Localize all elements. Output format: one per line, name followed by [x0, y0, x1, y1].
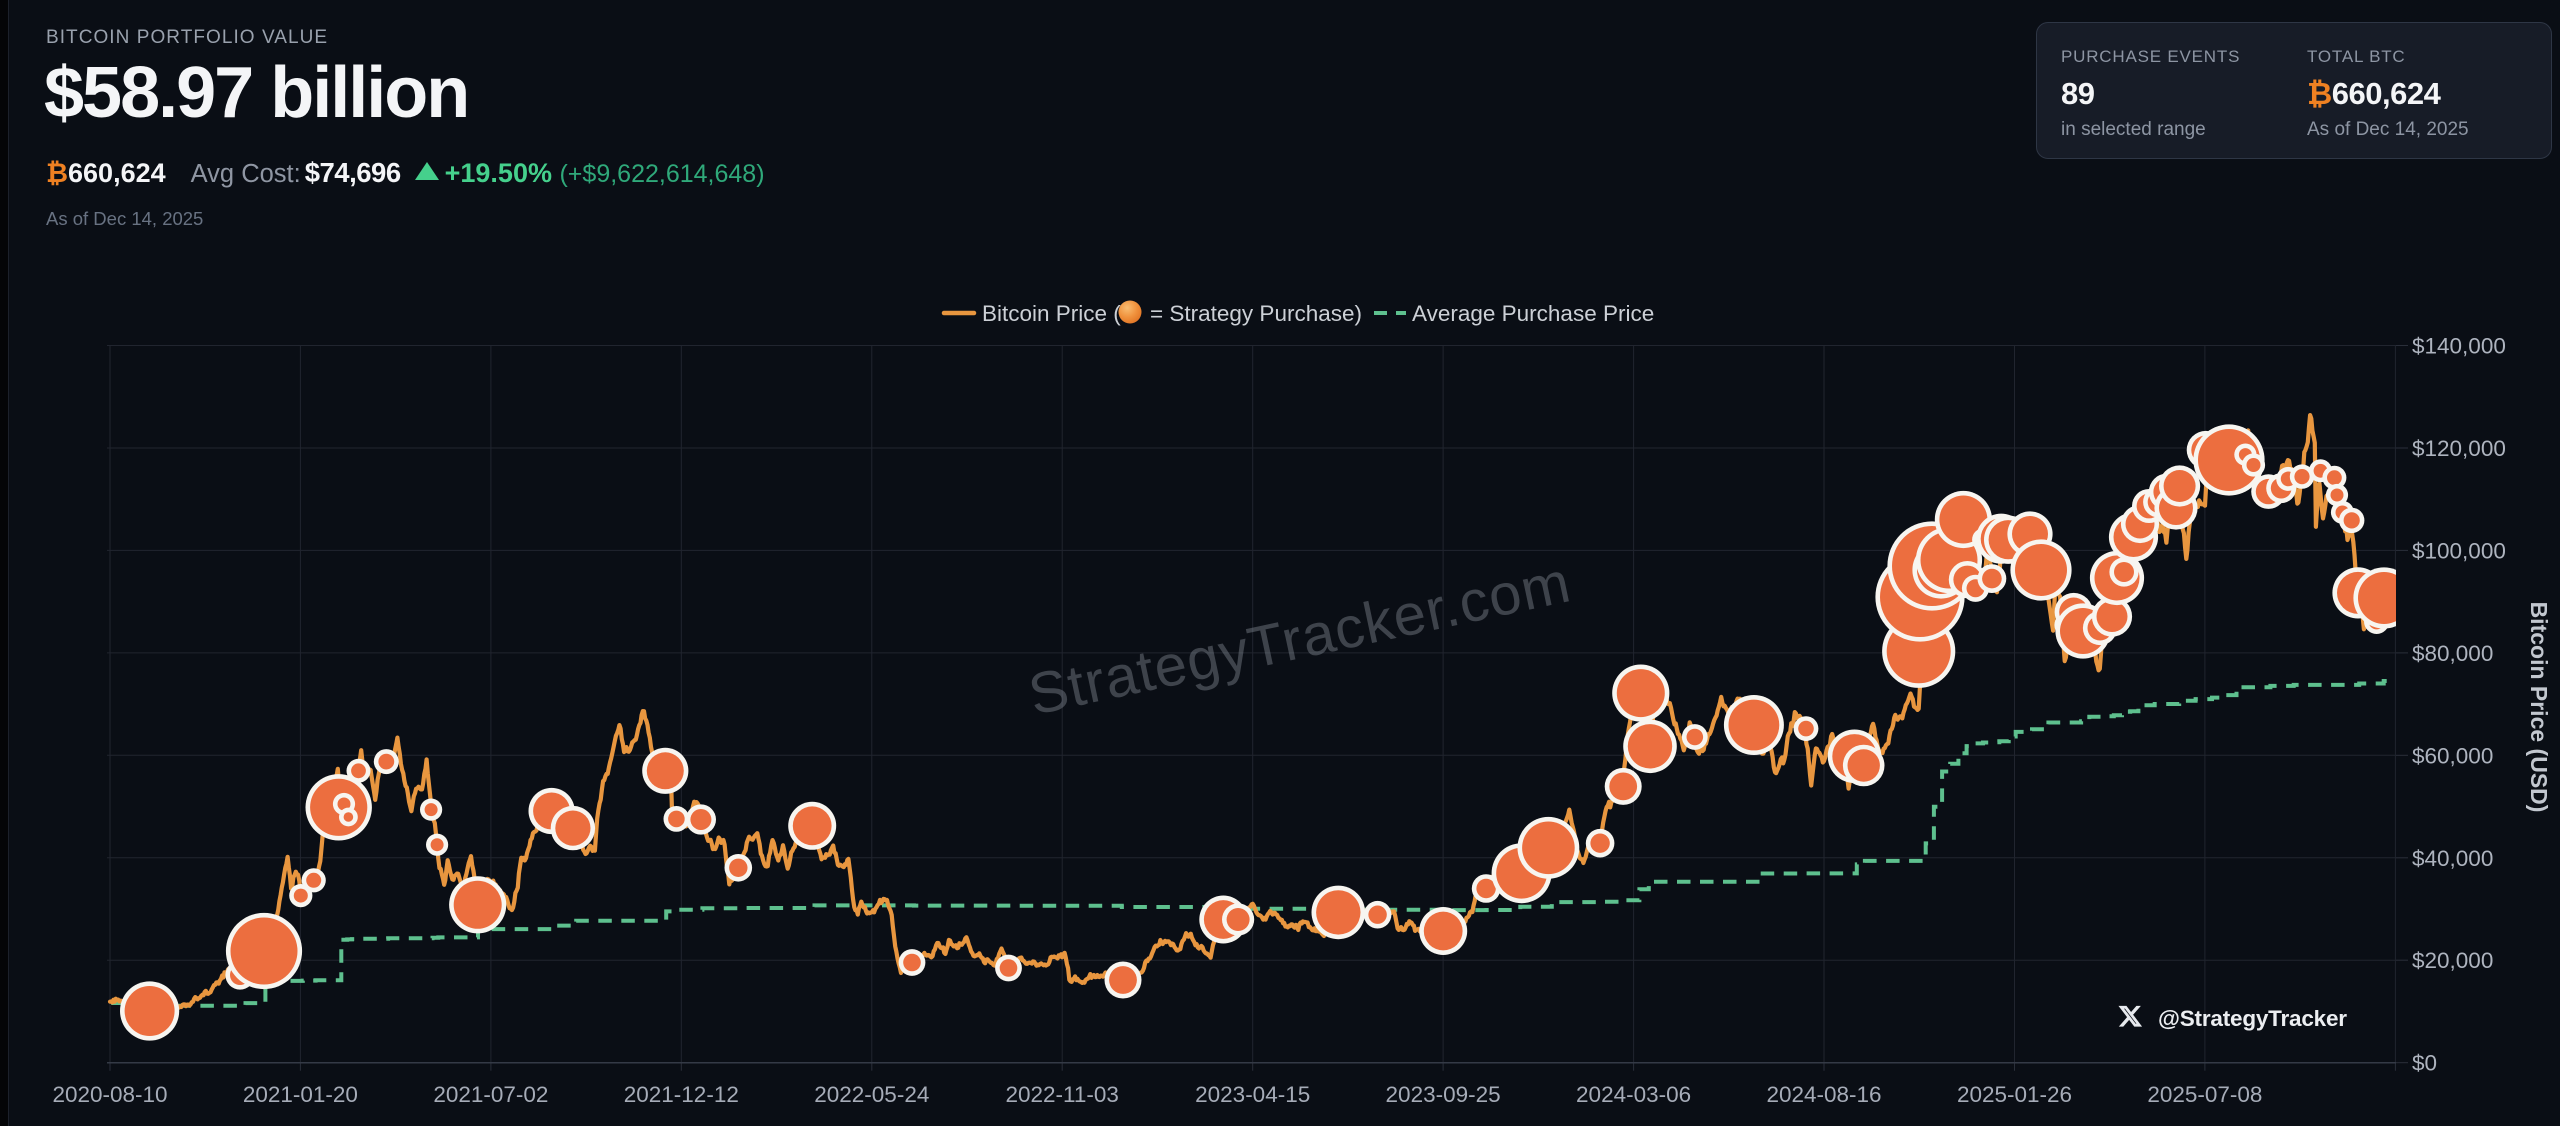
svg-text:$40,000: $40,000	[2412, 846, 2493, 871]
svg-text:$20,000: $20,000	[2412, 948, 2493, 973]
svg-text:$80,000: $80,000	[2412, 641, 2493, 666]
svg-text:$120,000: $120,000	[2412, 436, 2506, 461]
svg-text:$0: $0	[2412, 1051, 2437, 1076]
svg-text:2021-01-20: 2021-01-20	[243, 1082, 358, 1107]
svg-text:$100,000: $100,000	[2412, 538, 2506, 563]
svg-text:2021-07-02: 2021-07-02	[433, 1082, 548, 1107]
svg-text:2023-09-25: 2023-09-25	[1386, 1082, 1501, 1107]
svg-text:2022-05-24: 2022-05-24	[814, 1082, 929, 1107]
svg-text:$60,000: $60,000	[2412, 743, 2493, 768]
svg-text:2023-04-15: 2023-04-15	[1195, 1082, 1310, 1107]
svg-text:2021-12-12: 2021-12-12	[624, 1082, 739, 1107]
svg-text:Average Purchase Price: Average Purchase Price	[1412, 301, 1654, 326]
svg-text:2024-03-06: 2024-03-06	[1576, 1082, 1691, 1107]
svg-text:2022-11-03: 2022-11-03	[1005, 1082, 1118, 1107]
svg-text:@StrategyTracker: @StrategyTracker	[2158, 1006, 2347, 1031]
svg-text:2020-08-10: 2020-08-10	[52, 1082, 167, 1107]
svg-text:2024-08-16: 2024-08-16	[1766, 1082, 1881, 1107]
svg-text:StrategyTracker.com: StrategyTracker.com	[1023, 549, 1576, 727]
svg-text:Bitcoin Price (: Bitcoin Price (	[982, 301, 1121, 326]
svg-text:$140,000: $140,000	[2412, 334, 2506, 359]
svg-text:Bitcoin Price (USD): Bitcoin Price (USD)	[2526, 602, 2552, 813]
svg-text:= Strategy Purchase): = Strategy Purchase)	[1150, 301, 1362, 326]
svg-text:2025-07-08: 2025-07-08	[2147, 1082, 2262, 1107]
svg-text:2025-01-26: 2025-01-26	[1957, 1082, 2072, 1107]
